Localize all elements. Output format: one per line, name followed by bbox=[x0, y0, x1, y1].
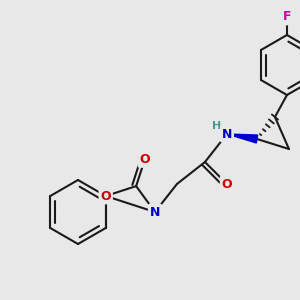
Text: O: O bbox=[140, 153, 150, 166]
Text: N: N bbox=[222, 128, 232, 140]
Text: O: O bbox=[100, 190, 111, 202]
Text: F: F bbox=[283, 11, 291, 23]
Text: O: O bbox=[222, 178, 232, 190]
Polygon shape bbox=[227, 134, 258, 143]
Text: H: H bbox=[212, 121, 222, 131]
Text: N: N bbox=[150, 206, 160, 218]
